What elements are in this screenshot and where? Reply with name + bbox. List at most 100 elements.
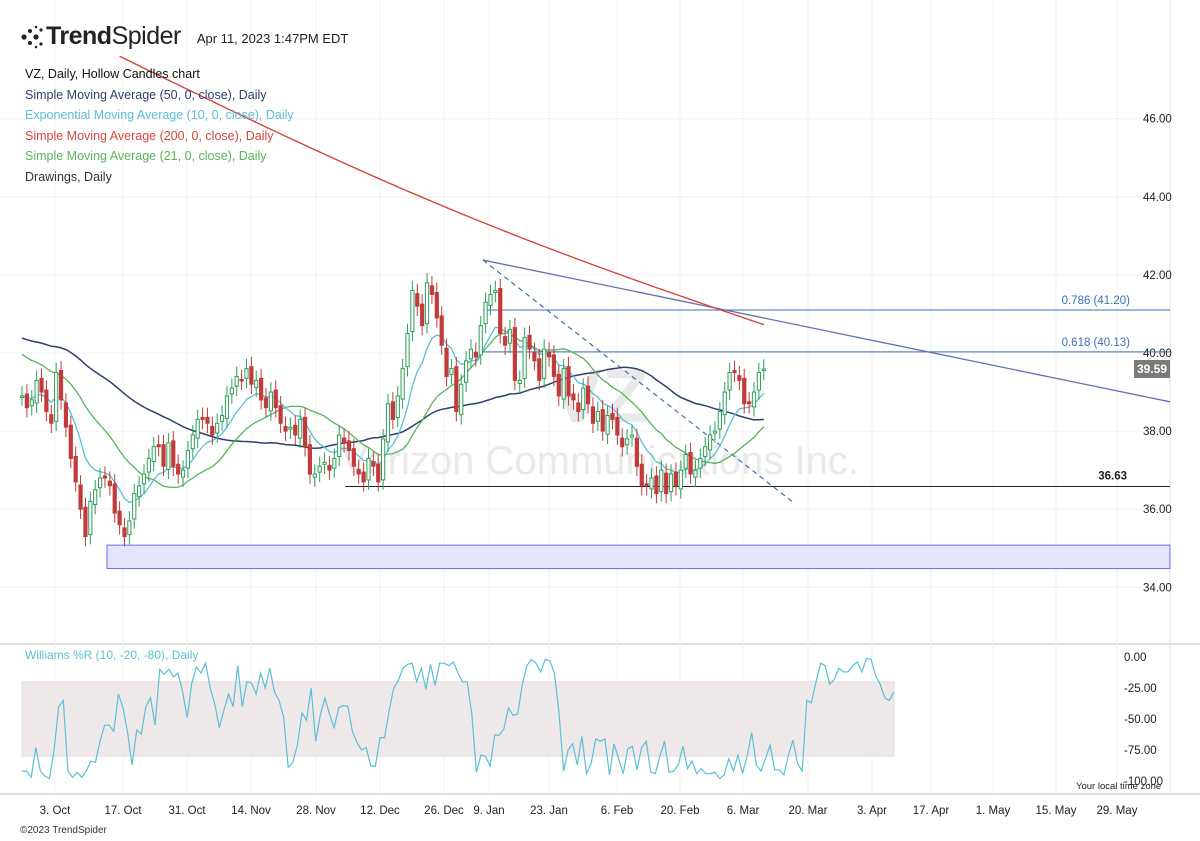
candle-body (449, 368, 454, 375)
candle-body (512, 327, 517, 381)
candle-body (424, 282, 430, 325)
legend-drawings[interactable]: Drawings, Daily (25, 169, 112, 184)
legend-sma200[interactable]: Simple Moving Average (200, 0, close), D… (25, 128, 274, 143)
last-price-label: 39.59 (1137, 362, 1167, 376)
candle-body (747, 401, 752, 405)
candle-body (688, 452, 693, 475)
candle-body (249, 366, 254, 385)
williams-band (21, 681, 895, 757)
candle-body (298, 418, 303, 439)
candle-body (707, 434, 713, 451)
candle-body (522, 336, 527, 379)
candle-body (200, 416, 205, 420)
candle-body (63, 402, 69, 428)
x-tick-label: 17. Apr (913, 805, 950, 817)
candle-body (44, 389, 49, 413)
candle-body (278, 405, 283, 424)
candle-body (351, 448, 356, 467)
candle-body (229, 387, 234, 395)
candle-body (19, 395, 25, 398)
candle-body (337, 434, 342, 457)
candle-body (634, 437, 639, 467)
dashed-channel-line (482, 259, 793, 502)
timezone-label[interactable]: Your local time zone (1076, 781, 1162, 792)
candle-body (546, 351, 552, 358)
candle-body (141, 473, 147, 485)
ema10-line (21, 326, 765, 504)
candle-body (166, 442, 171, 470)
candle-body (132, 493, 137, 520)
legend-chart-title[interactable]: VZ, Daily, Hollow Candles chart (25, 67, 200, 81)
candle-body (507, 329, 513, 344)
candle-body (346, 440, 352, 452)
candle-body (585, 385, 591, 405)
candle-body (683, 454, 688, 469)
candle-body (215, 422, 220, 434)
candle-body (117, 510, 122, 526)
x-tick-label: 3. Apr (857, 805, 887, 817)
sma50-line (21, 337, 764, 450)
legend-sma50[interactable]: Simple Moving Average (50, 0, close), Da… (25, 87, 267, 102)
legend-ema10[interactable]: Exponential Moving Average (10, 0, close… (25, 108, 294, 122)
candle-body (503, 336, 508, 346)
candle-body (581, 387, 586, 411)
candle-body (361, 471, 366, 483)
candle-body (93, 489, 98, 506)
candle-body (156, 444, 161, 448)
candle-body (371, 461, 376, 467)
candle-body (112, 483, 117, 514)
candle-body (542, 348, 547, 379)
candle-body (88, 500, 93, 536)
candle-body (532, 351, 537, 362)
williams-tick-label: -75.00 (1124, 745, 1157, 757)
x-tick-label: 17. Oct (104, 805, 142, 817)
support-label: 36.63 (1098, 471, 1127, 483)
candle-body (97, 477, 103, 489)
candle-body (171, 440, 176, 467)
candle-body (34, 379, 39, 404)
williams-r-label[interactable]: Williams %R (10, -20, -80), Daily (25, 648, 199, 662)
candle-body (737, 375, 742, 381)
y-tick-label: 38.00 (1143, 426, 1172, 438)
candle-body (629, 434, 635, 438)
spider-logo-icon (21, 25, 43, 48)
candle-body (68, 424, 73, 459)
candle-body (400, 368, 405, 400)
williams-r-line (22, 657, 895, 780)
candle-body (517, 379, 522, 384)
x-tick-label: 6. Feb (601, 805, 634, 817)
candle-body (537, 358, 542, 381)
candle-body (219, 414, 225, 422)
legend-sma21[interactable]: Simple Moving Average (21, 0, close), Da… (25, 149, 267, 163)
candle-body (210, 425, 215, 436)
candle-body (420, 303, 425, 327)
candle-body (527, 334, 532, 350)
x-tick-label: 23. Jan (530, 805, 568, 817)
candle-body (24, 393, 29, 409)
williams-tick-label: -25.00 (1124, 683, 1157, 695)
copyright: ©2023 TrendSpider (20, 825, 107, 836)
candle-body (307, 444, 313, 475)
candle-body (693, 469, 698, 478)
candle-body (288, 426, 293, 430)
candle-body (58, 370, 64, 401)
candle-body (756, 372, 761, 391)
candle-body (146, 457, 151, 473)
y-tick-label: 42.00 (1143, 270, 1172, 282)
candle-body (751, 391, 757, 408)
y-tick-label: 46.00 (1143, 114, 1172, 126)
candle-body (639, 463, 644, 487)
x-tick-label: 9. Jan (473, 805, 504, 817)
candle-body (566, 366, 571, 397)
candle-body (195, 418, 200, 439)
last-price-badge (1134, 360, 1170, 379)
candle-body (712, 430, 718, 434)
candle-body (468, 348, 474, 360)
candle-body (444, 347, 449, 377)
candle-body (405, 332, 410, 368)
candle-body (239, 379, 244, 382)
candle-body (410, 290, 415, 333)
y-tick-label: 34.00 (1143, 582, 1172, 594)
x-tick-label: 31. Oct (168, 805, 206, 817)
